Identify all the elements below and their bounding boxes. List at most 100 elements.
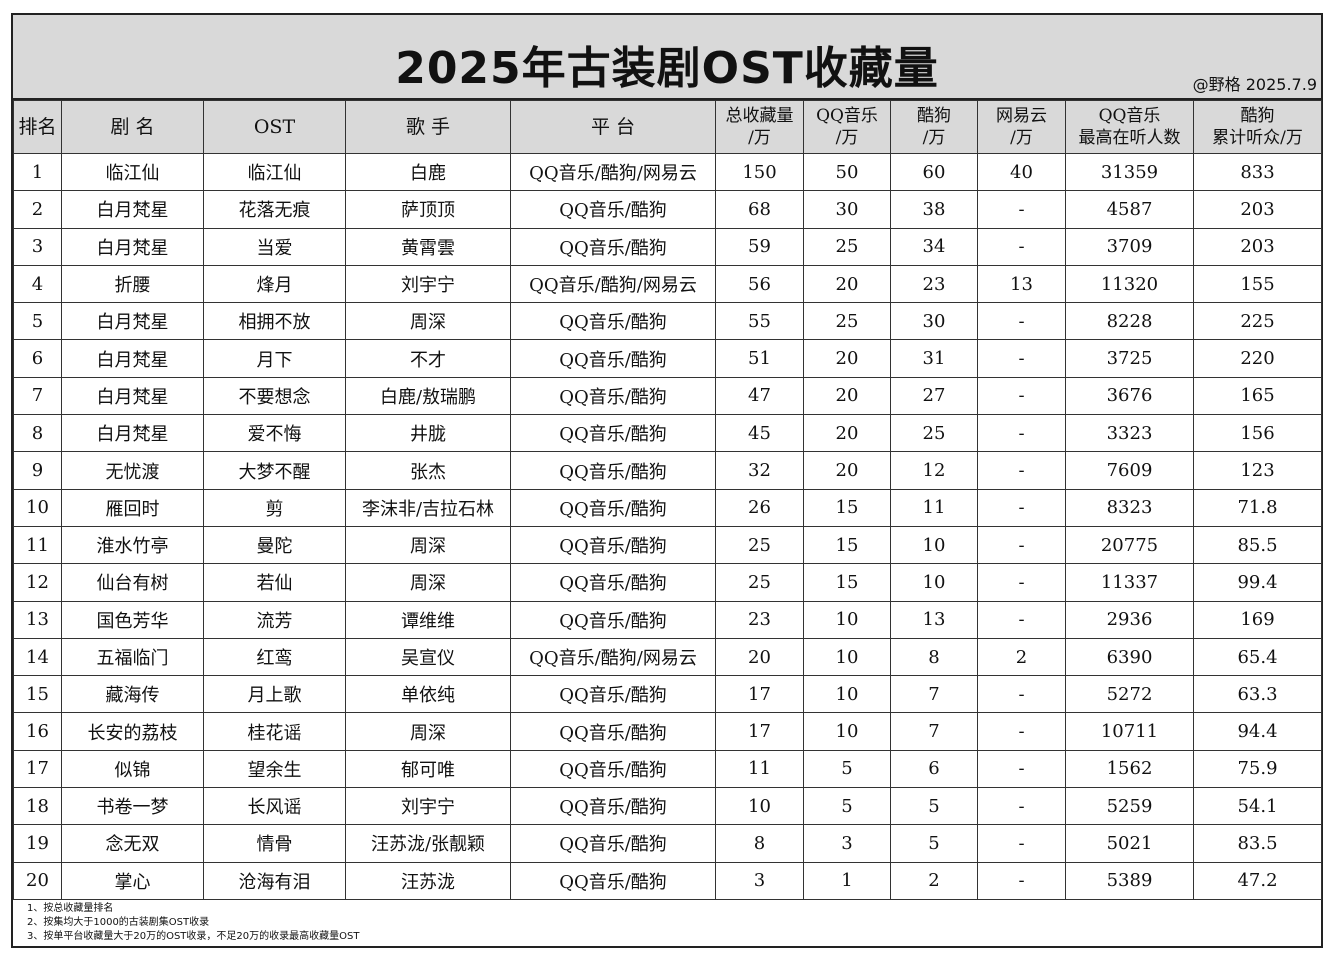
cell-kugou-listeners: 833 [1193, 152, 1322, 192]
column-header: QQ音乐 最高在听人数 [1065, 100, 1194, 154]
cell-kugou-listeners: 54.1 [1193, 787, 1322, 826]
cell-kugou-listeners: 203 [1193, 227, 1322, 266]
cell-ost-title: 月上歌 [203, 675, 346, 714]
cell-drama-name: 雁回时 [61, 488, 204, 527]
cell-qq-peak-listeners: 2936 [1065, 600, 1194, 639]
cell-rank: 8 [13, 414, 62, 453]
cell-ost-title: 不要想念 [203, 376, 346, 416]
cell-ost-title: 大梦不醒 [203, 451, 346, 490]
cell-qq-collections: 20 [803, 451, 891, 490]
table-row: 6 白月梵星 月下 不才 QQ音乐/酷狗 51 20 31-3725 220 [13, 339, 1322, 378]
cell-ost-title: 当爱 [203, 227, 346, 266]
column-header: 网易云/万 [977, 100, 1066, 154]
cell-netease-collections: - [977, 787, 1066, 826]
cell-ost-title: 曼陀 [203, 525, 346, 565]
cell-kugou-collections: 6 [890, 749, 978, 789]
cell-platform: QQ音乐/酷狗 [510, 525, 716, 565]
chart-frame: 2025年古装剧OST收藏量 @野格 2025.7.9 排名 剧 名 OST 歌 手 平… [11, 13, 1323, 948]
cell-kugou-collections: 60 [890, 152, 978, 192]
cell-singer: 周深 [345, 525, 511, 565]
cell-singer: 汪苏泷 [345, 861, 511, 900]
cell-kugou-collections: 31 [890, 339, 978, 378]
cell-platform: QQ音乐/酷狗 [510, 376, 716, 416]
cell-singer: 张杰 [345, 451, 511, 490]
cell-qq-collections: 10 [803, 712, 891, 751]
cell-qq-collections: 20 [803, 264, 891, 304]
cell-rank: 11 [13, 525, 62, 565]
column-header-line1: 平 台 [590, 116, 636, 138]
cell-drama-name: 藏海传 [61, 675, 204, 714]
column-header-line1: 歌 手 [405, 116, 451, 138]
cell-netease-collections: - [977, 414, 1066, 453]
cell-qq-collections: 30 [803, 190, 891, 229]
cell-platform: QQ音乐/酷狗 [510, 414, 716, 453]
cell-total-collections: 45 [715, 414, 804, 453]
cell-total-collections: 17 [715, 712, 804, 751]
column-header-line1: 总收藏量 [725, 106, 794, 126]
column-header-line2: /万 [1010, 128, 1033, 148]
cell-qq-peak-listeners: 3676 [1065, 376, 1194, 416]
cell-singer: 单依纯 [345, 675, 511, 714]
cell-netease-collections: - [977, 563, 1066, 602]
cell-drama-name: 国色芳华 [61, 600, 204, 639]
table-row: 8 白月梵星 爱不悔 井胧 QQ音乐/酷狗 45 20 25-3323 156 [13, 414, 1322, 453]
cell-netease-collections: - [977, 227, 1066, 266]
cell-ost-title: 爱不悔 [203, 414, 346, 453]
column-header: 排名 [13, 100, 62, 154]
cell-kugou-collections: 12 [890, 451, 978, 490]
cell-kugou-listeners: 47.2 [1193, 861, 1322, 900]
cell-qq-collections: 5 [803, 787, 891, 826]
cell-kugou-listeners: 123 [1193, 451, 1322, 490]
cell-qq-collections: 20 [803, 339, 891, 378]
cell-total-collections: 25 [715, 563, 804, 602]
cell-qq-collections: 20 [803, 414, 891, 453]
cell-singer: 汪苏泷/张靓颖 [345, 824, 511, 863]
cell-singer: 刘宇宁 [345, 264, 511, 304]
column-header-line2: /万 [835, 128, 859, 148]
table-row: 3 白月梵星 当爱 黄霄雲 QQ音乐/酷狗 59 25 34-3709 203 [13, 227, 1322, 266]
cell-qq-peak-listeners: 3725 [1065, 339, 1194, 378]
cell-total-collections: 17 [715, 675, 804, 714]
header-row: 排名剧 名 OST 歌 手平 台总收藏量/万 QQ音乐/万 酷狗/万 网易云/万 QQ音乐最… [13, 100, 1322, 154]
cell-singer: 周深 [345, 563, 511, 602]
column-header-line1: QQ音乐 [816, 106, 878, 126]
cell-kugou-listeners: 220 [1193, 339, 1322, 378]
cell-kugou-listeners: 203 [1193, 190, 1322, 229]
cell-platform: QQ音乐/酷狗 [510, 339, 716, 378]
cell-ost-title: 相拥不放 [203, 302, 346, 341]
cell-ost-title: 月下 [203, 339, 346, 378]
cell-drama-name: 临江仙 [61, 152, 204, 192]
cell-total-collections: 47 [715, 376, 804, 416]
cell-ost-title: 红鸾 [203, 637, 346, 677]
cell-netease-collections: - [977, 712, 1066, 751]
cell-qq-peak-listeners: 5389 [1065, 861, 1194, 900]
column-header-line1: 剧 名 [110, 116, 155, 138]
table-row: 1 临江仙 临江仙 白鹿 QQ音乐/酷狗/网易云 150 50 60 40 31359 833 [13, 152, 1322, 192]
footnote-2: 2、按集均大于1000的古装剧集OST收录 [27, 917, 210, 928]
cell-platform: QQ音乐/酷狗 [510, 190, 716, 229]
cell-rank: 18 [13, 787, 62, 826]
column-header: 总收藏量/万 [715, 100, 804, 154]
cell-kugou-listeners: 75.9 [1193, 749, 1322, 789]
cell-qq-peak-listeners: 5021 [1065, 824, 1194, 863]
cell-platform: QQ音乐/酷狗 [510, 749, 716, 789]
cell-rank: 12 [13, 563, 62, 602]
cell-total-collections: 25 [715, 525, 804, 565]
cell-singer: 井胧 [345, 414, 511, 453]
cell-qq-peak-listeners: 3709 [1065, 227, 1194, 266]
cell-qq-peak-listeners: 20775 [1065, 525, 1194, 565]
table-row: 14 五福临门 红鸾 吴宣仪 QQ音乐/酷狗/网易云 20 10 8 2 6390 65.4 [13, 637, 1322, 677]
cell-netease-collections: - [977, 600, 1066, 639]
cell-drama-name: 无忧渡 [61, 451, 204, 490]
cell-drama-name: 五福临门 [61, 637, 204, 677]
cell-qq-peak-listeners: 10711 [1065, 712, 1194, 751]
cell-drama-name: 淮水竹亭 [61, 525, 204, 565]
cell-netease-collections: - [977, 675, 1066, 714]
cell-kugou-listeners: 94.4 [1193, 712, 1322, 751]
cell-total-collections: 150 [715, 152, 804, 192]
cell-netease-collections: - [977, 302, 1066, 341]
table-row: 12 仙台有树 若仙 周深 QQ音乐/酷狗 25 15 10-11337 99.4 [13, 563, 1322, 602]
cell-rank: 19 [13, 824, 62, 863]
cell-ost-title: 长风谣 [203, 787, 346, 826]
table-row: 17 似锦 望余生 郁可唯 QQ音乐/酷狗 11 5 6-1562 75.9 [13, 749, 1322, 789]
